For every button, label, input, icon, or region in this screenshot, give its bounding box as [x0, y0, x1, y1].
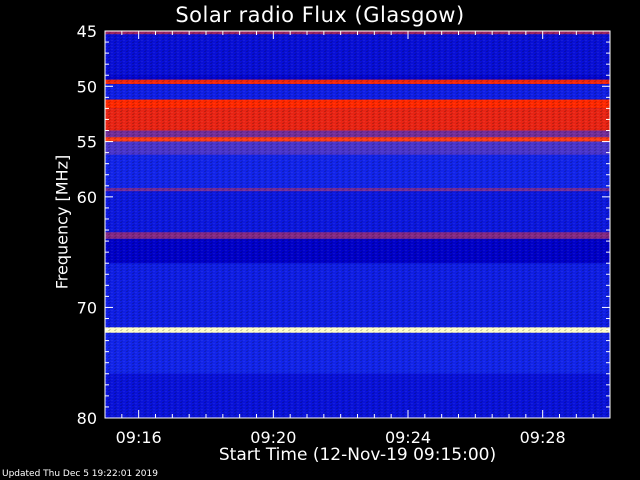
x-tick-label: 09:28 — [520, 428, 566, 447]
y-tick-label: 50 — [77, 77, 97, 96]
y-tick-label: 80 — [77, 409, 97, 428]
axis-ticks: 45 50 55 60 70 80 09:16 09:20 09:24 09:28 — [77, 22, 611, 447]
y-tick-label: 70 — [77, 298, 97, 317]
y-tick-label: 55 — [77, 133, 97, 152]
y-tick-label: 45 — [77, 22, 97, 41]
spectrogram-texture — [105, 31, 610, 418]
y-tick-label: 60 — [77, 188, 97, 207]
x-tick-label: 09:24 — [385, 428, 431, 447]
updated-timestamp: Updated Thu Dec 5 19:22:01 2019 — [2, 469, 158, 479]
x-tick-label: 09:16 — [116, 428, 162, 447]
chart-title: Solar radio Flux (Glasgow) — [175, 3, 465, 27]
x-axis-label: Start Time (12-Nov-19 09:15:00) — [218, 445, 497, 465]
x-tick-label: 09:20 — [250, 428, 296, 447]
